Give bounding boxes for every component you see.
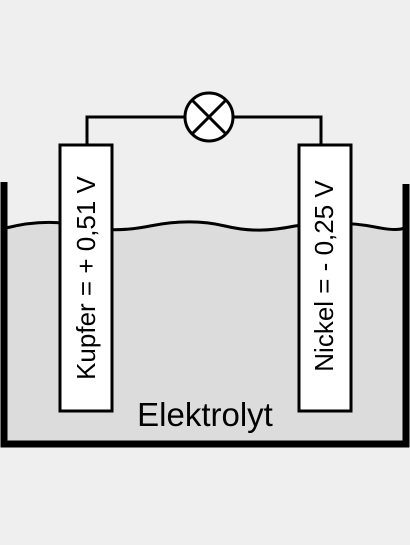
lamp-icon: [183, 91, 235, 143]
connecting-wire: [85, 115, 323, 146]
electrolyte-label: Elektrolyt: [137, 396, 273, 433]
electrode-copper-label: Kupfer = + 0,51 V: [71, 175, 101, 379]
electrode-nickel: Nickel = - 0,25 V: [297, 143, 353, 413]
electrode-copper: Kupfer = + 0,51 V: [58, 143, 114, 413]
electrode-nickel-label: Nickel = - 0,25 V: [309, 180, 339, 372]
electrolyte-vessel: [0, 182, 410, 448]
